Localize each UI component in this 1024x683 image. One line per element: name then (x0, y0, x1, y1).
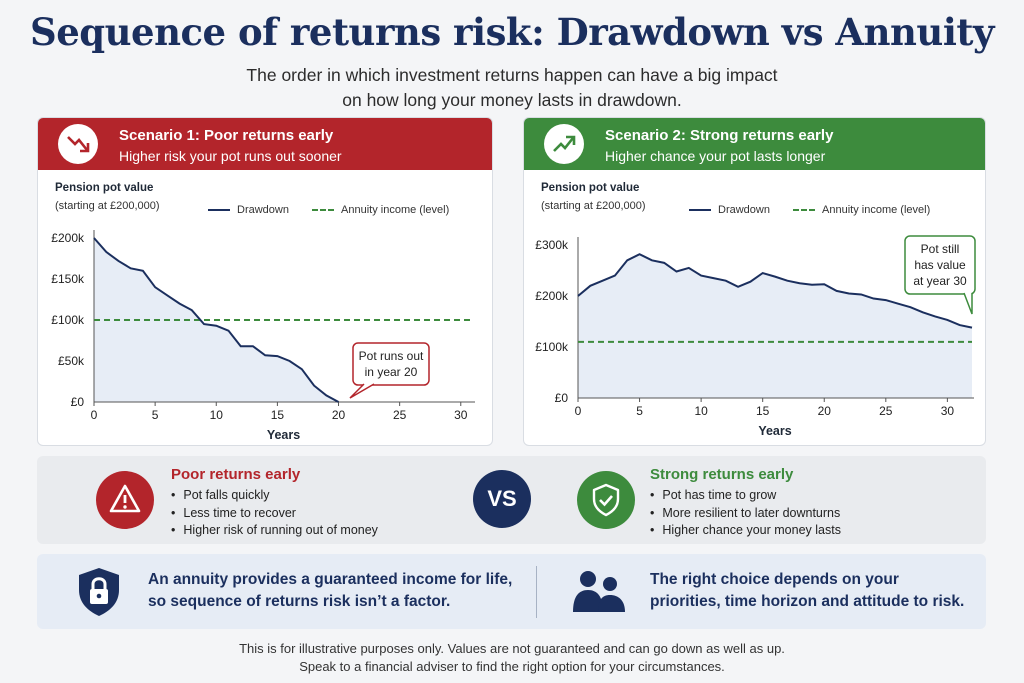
list-item: Less time to recover (171, 505, 378, 523)
x-tick-label: 0 (91, 408, 98, 422)
drawdown-area (578, 254, 972, 398)
x-tick-label: 25 (879, 404, 893, 418)
trend-down-icon (58, 124, 98, 164)
disclaimer-line: Speak to a financial adviser to find the… (299, 659, 725, 674)
page-title: Sequence of returns risk: Drawdown vs An… (30, 10, 994, 54)
drawdown-line (577, 253, 973, 329)
compare-right-title: Strong returns early (650, 466, 794, 483)
scenario-1-chart: £0 £50k £100k £150k £200k 0 5 10 15 20 25 30 Years Po… (51, 230, 475, 442)
warning-icon (96, 471, 154, 529)
compare-left-list: Pot falls quickly Less time to recover H… (171, 487, 378, 540)
callout-text: Pot runs out (359, 349, 424, 363)
x-tick-label: 15 (271, 408, 285, 422)
x-tick-label: 0 (575, 404, 582, 418)
info-strip: An annuity provides a guaranteed income … (37, 554, 986, 629)
shield-check-icon (577, 471, 635, 529)
subtitle-line: on how long your money lasts in drawdown… (342, 90, 682, 110)
y-tick-label: £300k (535, 238, 569, 252)
chart-legend: Drawdown Annuity income (level) (689, 204, 950, 216)
y-tick-label: £50k (58, 354, 85, 368)
x-tick-label: 20 (818, 404, 832, 418)
x-axis-label: Years (267, 428, 300, 442)
divider (536, 566, 537, 618)
choice-info-text: The right choice depends on your prioriti… (650, 571, 965, 610)
y-axis-note: (starting at £200,000) (541, 200, 646, 212)
list-item: More resilient to later downturns (650, 505, 841, 523)
drawdown-line (93, 237, 339, 403)
callout-tail (963, 292, 973, 315)
compare-right-list: Pot has time to grow More resilient to l… (650, 487, 841, 540)
y-tick-label: £0 (555, 391, 569, 405)
trend-up-icon (544, 124, 584, 164)
callout-frame (904, 235, 976, 295)
legend-drawdown: Drawdown (208, 204, 289, 216)
legend-annuity: Annuity income (level) (312, 204, 449, 216)
y-tick-label: £100k (535, 340, 569, 354)
scenario-1-panel: Scenario 1: Poor returns early Higher ri… (37, 117, 493, 446)
scenario-2-header: Scenario 2: Strong returns early Higher … (524, 118, 985, 170)
lock-shield-icon (79, 568, 119, 616)
scenario-2-panel: Scenario 2: Strong returns early Higher … (523, 117, 986, 446)
x-axis-label: Years (758, 424, 791, 438)
chart-legend: Drawdown Annuity income (level) (208, 204, 469, 216)
annuity-info-text: An annuity provides a guaranteed income … (148, 571, 513, 610)
x-tick-label: 15 (756, 404, 770, 418)
scenario-2-chart: £0 £100k £200k £300k 0 5 10 15 20 25 30 Years Pot st… (535, 235, 976, 438)
callout-box: Pot still has value at year 30 (904, 235, 976, 315)
x-tick-label: 5 (636, 404, 643, 418)
scenario-1-header: Scenario 1: Poor returns early Higher ri… (38, 118, 492, 170)
callout-tail (349, 383, 375, 399)
vs-badge: VS (473, 470, 531, 528)
x-tick-label: 30 (454, 408, 468, 422)
subtitle-line: The order in which investment returns ha… (246, 65, 778, 85)
x-tick-label: 10 (210, 408, 224, 422)
disclaimer: This is for illustrative purposes only. … (0, 640, 1024, 676)
disclaimer-line: This is for illustrative purposes only. … (239, 641, 785, 656)
people-icon (573, 571, 625, 612)
y-axis-label: Pension pot value (55, 182, 154, 194)
list-item: Pot has time to grow (650, 487, 841, 505)
legend-drawdown: Drawdown (689, 204, 770, 216)
x-tick-label: 25 (393, 408, 407, 422)
scenario-2-title: Scenario 2: Strong returns early (605, 127, 834, 144)
scenario-1-subtitle: Higher risk your pot runs out sooner (119, 148, 342, 164)
callout-text: in year 20 (365, 365, 418, 379)
compare-left-title: Poor returns early (171, 466, 301, 483)
y-tick-label: £0 (71, 395, 85, 409)
y-tick-label: £200k (51, 231, 85, 245)
y-axis-note: (starting at £200,000) (55, 200, 160, 212)
x-tick-label: 20 (332, 408, 346, 422)
callout-text: Pot still (921, 242, 960, 256)
callout-box: Pot runs out in year 20 (349, 342, 430, 399)
list-item: Higher risk of running out of money (171, 522, 378, 540)
comparison-strip: Poor returns early Pot falls quickly Les… (37, 456, 986, 544)
scenario-1-title: Scenario 1: Poor returns early (119, 127, 334, 144)
list-item: Pot falls quickly (171, 487, 378, 505)
callout-text: has value (914, 258, 966, 272)
list-item: Higher chance your money lasts (650, 522, 841, 540)
callout-text: at year 30 (913, 274, 967, 288)
page-subtitle: The order in which investment returns ha… (0, 63, 1024, 113)
y-tick-label: £150k (51, 272, 85, 286)
drawdown-area (94, 238, 339, 402)
legend-annuity: Annuity income (level) (793, 204, 930, 216)
y-axis-label: Pension pot value (541, 182, 640, 194)
x-tick-label: 10 (694, 404, 708, 418)
x-tick-label: 30 (941, 404, 955, 418)
y-tick-label: £100k (51, 313, 85, 327)
callout-frame (352, 342, 430, 386)
x-tick-label: 5 (152, 408, 159, 422)
y-tick-label: £200k (535, 289, 569, 303)
scenario-2-subtitle: Higher chance your pot lasts longer (605, 148, 826, 164)
